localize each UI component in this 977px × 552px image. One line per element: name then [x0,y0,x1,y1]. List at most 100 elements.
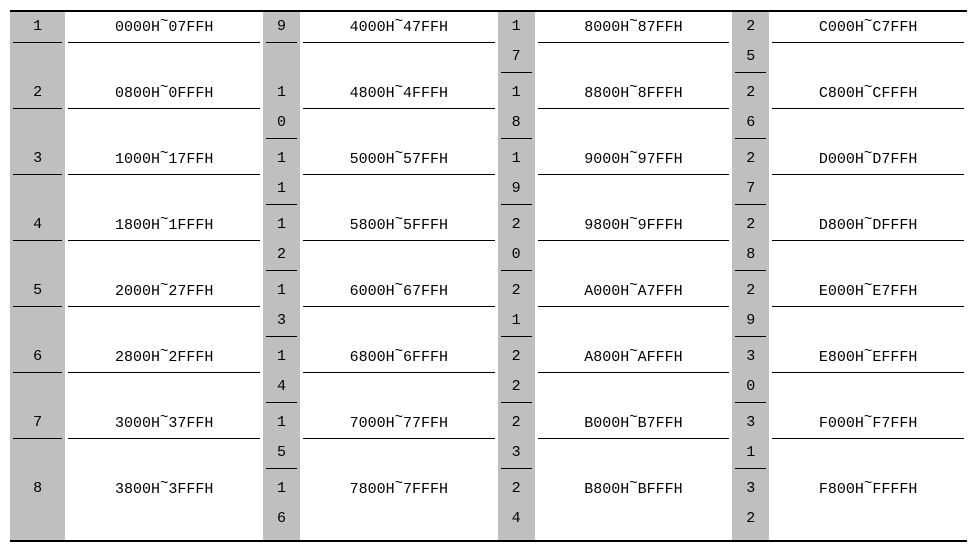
range-cell: 6000H~67FFH [300,276,498,342]
range-value: 4800H~4FFFH [303,78,495,109]
range-cell: 7000H~77FFH [300,408,498,474]
range-cell: 3000H~37FFH [65,408,263,474]
index-value: 1 [266,144,297,174]
index-value: 3 [735,408,766,438]
range-value: 1000H~17FFH [68,144,260,175]
range-cell: F000H~F7FFH [769,408,967,474]
index-value: 6 [13,342,62,372]
index-value: 9 [501,174,532,204]
range-cell: 5800H~5FFFH [300,210,498,276]
index-value: 4 [501,504,532,534]
index-cell: 21 [498,276,535,342]
range-cell: A000H~A7FFH [535,276,733,342]
index-cell: 13 [263,276,300,342]
index-cell: 19 [498,144,535,210]
index-value: 7 [13,408,62,438]
index-value: 0 [501,240,532,270]
index-cell: 20 [498,210,535,276]
range-value: 5800H~5FFFH [303,210,495,241]
range-value: 7000H~77FFH [303,408,495,439]
index-value: 1 [266,174,297,204]
index-value: 1 [501,306,532,336]
index-value: 1 [501,144,532,174]
range-value: C000H~C7FFH [772,12,964,43]
index-value: 4 [13,210,62,240]
table: 10000H~07FFH94000H~47FFH178000H~87FFH25C… [10,12,967,540]
table-row: 83800H~3FFFH167800H~7FFFH24B800H~BFFFH32… [10,474,967,540]
range-cell: 4000H~47FFH [300,12,498,78]
index-value: 2 [501,210,532,240]
index-value: 3 [266,306,297,336]
range-cell: 4800H~4FFFH [300,78,498,144]
range-cell: D000H~D7FFH [769,144,967,210]
index-value: 2 [266,240,297,270]
index-value: 4 [266,372,297,402]
index-cell: 11 [263,144,300,210]
index-cell: 22 [498,342,535,408]
range-cell: 9800H~9FFFH [535,210,733,276]
index-value: 2 [501,342,532,372]
index-cell: 29 [732,276,769,342]
range-cell: 1000H~17FFH [65,144,263,210]
index-value: 1 [266,474,297,504]
range-cell: E000H~E7FFH [769,276,967,342]
index-cell: 31 [732,408,769,474]
range-value: 2800H~2FFFH [68,342,260,373]
range-value: 0000H~07FFH [68,12,260,43]
index-value: 6 [735,108,766,138]
range-cell: F800H~FFFFH [769,474,967,540]
index-value: 8 [735,240,766,270]
range-value: 8800H~8FFFH [538,78,730,109]
index-value: 0 [266,108,297,138]
range-value: A000H~A7FFH [538,276,730,307]
range-value: 6000H~67FFH [303,276,495,307]
range-cell: 8000H~87FFH [535,12,733,78]
range-cell: 5000H~57FFH [300,144,498,210]
index-cell: 2 [10,78,65,144]
range-cell: 6800H~6FFFH [300,342,498,408]
index-value: 3 [13,144,62,174]
range-value: F800H~FFFFH [772,474,964,504]
table-row: 20800H~0FFFH104800H~4FFFH188800H~8FFFH26… [10,78,967,144]
index-value: 1 [501,78,532,108]
index-value: 2 [735,78,766,108]
table-row: 73000H~37FFH157000H~77FFH23B000H~B7FFH31… [10,408,967,474]
range-cell: 2000H~27FFH [65,276,263,342]
range-value: 6800H~6FFFH [303,342,495,373]
index-value: 1 [266,78,297,108]
index-value: 2 [13,78,62,108]
index-value: 9 [266,12,297,42]
range-cell: 7800H~7FFFH [300,474,498,540]
range-value: A800H~AFFFH [538,342,730,373]
range-value: B000H~B7FFH [538,408,730,439]
index-value: 2 [735,504,766,534]
range-cell: B000H~B7FFH [535,408,733,474]
index-cell: 32 [732,474,769,540]
index-value: 2 [501,372,532,402]
range-cell: 1800H~1FFFH [65,210,263,276]
range-cell: 3800H~3FFFH [65,474,263,540]
index-cell: 25 [732,12,769,78]
index-cell: 28 [732,210,769,276]
range-value: B800H~BFFFH [538,474,730,504]
range-value: 3800H~3FFFH [68,474,260,504]
range-cell: 2800H~2FFFH [65,342,263,408]
index-value: 1 [266,408,297,438]
index-value: 1 [501,12,532,42]
index-value: 9 [735,306,766,336]
range-cell: 8800H~8FFFH [535,78,733,144]
index-value: 8 [13,474,62,504]
index-cell: 24 [498,474,535,540]
range-value: E800H~EFFFH [772,342,964,373]
index-value: 1 [266,276,297,306]
range-value: 7800H~7FFFH [303,474,495,504]
range-value: 4000H~47FFH [303,12,495,43]
index-value: 2 [735,12,766,42]
index-cell: 6 [10,342,65,408]
index-cell: 30 [732,342,769,408]
index-value: 1 [13,12,62,42]
index-value: 2 [735,144,766,174]
range-value: E000H~E7FFH [772,276,964,307]
range-value: 2000H~27FFH [68,276,260,307]
index-cell: 15 [263,408,300,474]
